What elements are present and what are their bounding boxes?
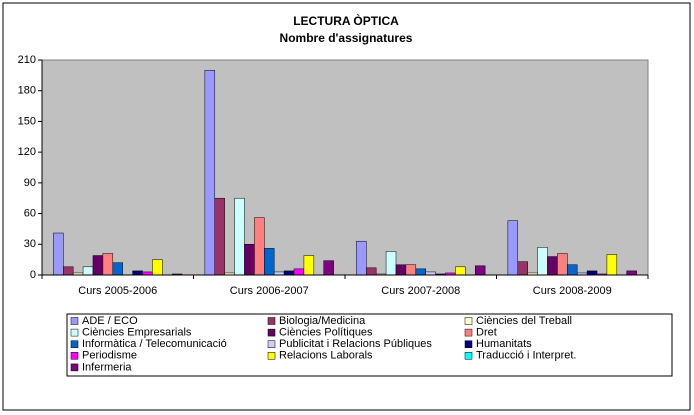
legend-label: Dret: [476, 327, 497, 339]
bar: [474, 265, 486, 276]
legend-swatch: [70, 328, 79, 337]
legend-label: Ciències Polítiques: [279, 327, 373, 339]
bar: [204, 69, 216, 276]
bar: [455, 266, 466, 276]
bar: [415, 268, 426, 276]
legend-label: Informàtica / Telecomunicació: [82, 338, 227, 350]
bar: [356, 240, 367, 276]
bar: [405, 264, 417, 276]
legend-swatch: [464, 328, 473, 337]
x-tick-label: Curs 2006-2007: [230, 285, 309, 297]
y-tick-label: 90: [24, 177, 36, 189]
bar: [152, 259, 163, 276]
y-tick-label: 150: [18, 115, 36, 127]
bar: [82, 266, 94, 276]
legend-swatch: [70, 340, 79, 348]
legend-swatch: [464, 352, 473, 360]
bar: [53, 232, 64, 276]
bar: [567, 264, 578, 276]
x-tick-label: Curs 2005-2006: [78, 285, 157, 297]
legend-swatch: [464, 340, 473, 348]
y-tick-label: 180: [18, 85, 36, 97]
chart-subtitle: Nombre d'assignatures: [280, 31, 413, 45]
bar: [293, 268, 305, 276]
legend-swatch: [267, 317, 276, 325]
y-tick-label: 0: [30, 269, 36, 281]
bar: [214, 197, 225, 276]
bar: [303, 255, 315, 276]
legend-label: Periodisme: [82, 350, 137, 362]
legend-swatch: [267, 328, 276, 337]
legend-label: Infermeria: [82, 361, 132, 373]
legend-label: Traducció i Interpret.: [476, 350, 576, 362]
legend-swatch: [70, 352, 79, 360]
legend-swatch: [267, 340, 276, 348]
legend-swatch: [267, 352, 276, 360]
y-tick-label: 60: [24, 207, 36, 219]
bar: [586, 270, 598, 276]
bar: [112, 262, 123, 276]
legend-swatch: [70, 317, 79, 325]
legend-label: ADE / ECO: [82, 315, 138, 327]
bar: [234, 197, 245, 276]
bar: [395, 264, 407, 276]
bar: [323, 260, 334, 276]
bar: [264, 248, 275, 276]
plot-area: [41, 59, 649, 276]
bar: [283, 270, 295, 276]
legend-swatch: [70, 363, 79, 372]
bar: [626, 270, 637, 276]
y-tick-label: 120: [18, 146, 36, 158]
legend-box: [66, 313, 673, 377]
bar: [102, 253, 114, 276]
bar: [537, 247, 548, 276]
bar: [385, 251, 397, 276]
legend-label: Ciències Empresarials: [82, 327, 192, 339]
x-tick-label: Curs 2007-2008: [381, 285, 460, 297]
legend-label: Publicitat i Relacions Públiques: [279, 338, 432, 350]
x-tick-label: Curs 2008-2009: [533, 285, 612, 297]
y-tick-label: 30: [24, 238, 36, 250]
bar: [606, 254, 618, 276]
bar: [517, 261, 528, 276]
legend-swatch: [464, 317, 473, 325]
bar: [63, 266, 74, 276]
bar: [366, 267, 377, 276]
y-tick-label: 210: [18, 54, 36, 66]
bar: [92, 255, 104, 276]
bar: [254, 217, 265, 276]
legend-label: Humanitats: [476, 338, 532, 350]
bar: [507, 220, 519, 276]
legend-label: Ciències del Treball: [476, 315, 572, 327]
bar: [132, 270, 143, 276]
legend-label: Biologia/Medicina: [279, 315, 366, 327]
chart-title: LECTURA ÒPTICA: [293, 13, 399, 28]
bar: [557, 253, 568, 276]
bar: [547, 256, 558, 276]
bar: [244, 244, 255, 276]
legend-label: Relacions Laborals: [279, 350, 373, 362]
